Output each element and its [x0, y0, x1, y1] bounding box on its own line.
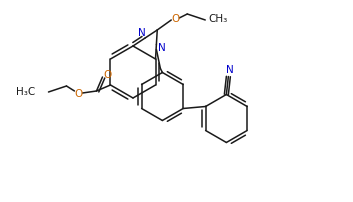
Text: CH₃: CH₃ [209, 14, 228, 24]
Text: N: N [227, 65, 234, 76]
Text: O: O [74, 89, 83, 99]
Text: N: N [157, 43, 165, 54]
Text: O: O [103, 70, 112, 80]
Text: N: N [138, 28, 146, 38]
Text: O: O [171, 14, 179, 24]
Text: H₃C: H₃C [16, 87, 36, 97]
